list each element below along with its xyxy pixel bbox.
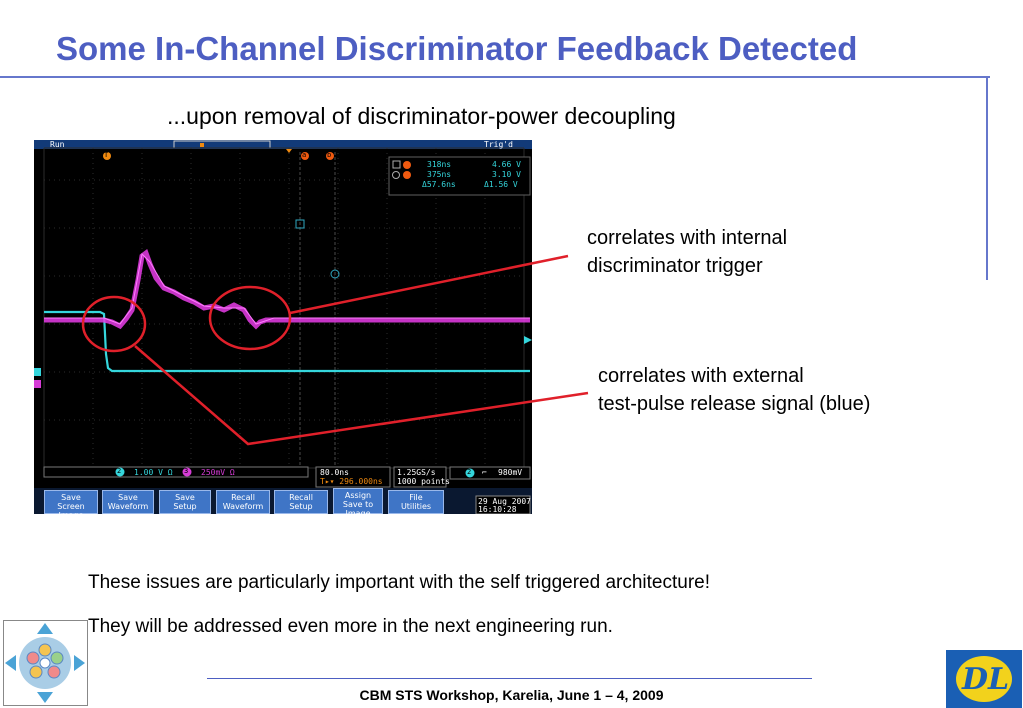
cursor-readout-box — [388, 156, 531, 196]
trigger-level-marker — [524, 336, 532, 344]
ch3-badge: 3 — [184, 467, 189, 475]
ch3-ground-marker — [34, 380, 41, 388]
footer-rule — [207, 678, 812, 679]
annotation-circle-left — [81, 295, 147, 353]
cursor-a-tag — [301, 152, 309, 160]
note-architecture: These issues are particularly important … — [88, 572, 710, 593]
date-box — [475, 495, 531, 514]
right-rule — [986, 76, 988, 280]
oscilloscope-screenshot: Run Trig'd T a b 318ns 4.66 V 375ns 3.10… — [34, 140, 532, 514]
status-bar — [34, 140, 532, 149]
cursor-b-time: 375ns — [427, 170, 452, 179]
record-length: 1000 points — [397, 477, 450, 486]
note-engineering-run: They will be addressed even more in the … — [88, 616, 613, 637]
channel-scale-bar — [43, 466, 309, 478]
footer-text: CBM STS Workshop, Karelia, June 1 – 4, 2… — [359, 687, 664, 703]
record-trigger-marker — [200, 143, 204, 147]
slide-title: Some In-Channel Discriminator Feedback D… — [56, 30, 858, 67]
run-status: Run — [50, 140, 65, 149]
scope-time: 16:10:28 — [478, 505, 517, 514]
sample-rate: 1.25GS/s — [397, 468, 436, 477]
navigation-arrows-icon[interactable] — [3, 620, 88, 706]
save-screen-image-button[interactable]: Save Screen Image — [44, 490, 98, 520]
scope-date: 29 Aug 2007 — [478, 497, 531, 506]
cursor-a-volt: 4.66 V — [492, 160, 521, 169]
connector-external — [134, 345, 589, 446]
connector-internal — [289, 254, 569, 315]
cursor-a-tag-label: a — [302, 151, 307, 159]
cursor-a-time: 318ns — [427, 160, 452, 169]
trigger-status: Trig'd — [484, 140, 513, 149]
ch2-badge: 2 — [117, 467, 122, 475]
timebase: 80.0ns — [320, 468, 349, 477]
timebase-box — [315, 466, 391, 488]
save-waveform-button[interactable]: Save Waveform — [102, 490, 154, 514]
trigger-position: T▸▾ 296.000ns — [320, 477, 383, 486]
recall-waveform-button[interactable]: Recall Waveform — [216, 490, 270, 514]
title-underline — [0, 76, 990, 78]
delta-time: Δ57.6ns — [422, 180, 456, 189]
annotation-internal: correlates with internal discriminator t… — [587, 227, 788, 277]
cursor-b-tag-label: b — [327, 151, 332, 159]
delta-volt: Δ1.56 V — [484, 180, 518, 189]
trigger-slope-icon: ⌐ — [482, 468, 487, 477]
ch2-waveform — [44, 310, 530, 373]
oscilloscope-display — [34, 140, 532, 514]
ch2-scale: 1.00 V Ω — [134, 468, 173, 477]
trigger-marker-icon — [103, 152, 111, 160]
ch2-ground-marker — [34, 368, 41, 376]
logo-letters: DL — [962, 662, 1010, 697]
dl-logo-icon: DL — [946, 650, 1022, 708]
trigger-marker-label: T — [104, 151, 109, 159]
slide-subtitle: ...upon removal of discriminator-power d… — [167, 103, 676, 129]
cursor-b-tag — [326, 152, 334, 160]
annotation-external: correlates with external test-pulse rele… — [598, 365, 871, 415]
trigger-channel: 2 — [467, 468, 472, 476]
acquisition-box — [393, 466, 447, 488]
save-setup-button[interactable]: Save Setup — [159, 490, 211, 514]
cursor-a-marker[interactable] — [295, 219, 305, 229]
assign-save-button[interactable]: Assign Save to Image — [333, 488, 383, 518]
trigger-position-marker — [286, 149, 292, 153]
cursor-b-marker[interactable] — [330, 269, 340, 279]
file-utilities-button[interactable]: File Utilities — [388, 490, 444, 514]
cursor-b-volt: 3.10 V — [492, 170, 521, 179]
recall-setup-button[interactable]: Recall Setup — [274, 490, 328, 514]
annotation-circle-right — [208, 285, 292, 351]
trigger-level: 980mV — [498, 468, 523, 477]
ch3-scale: 250mV Ω — [201, 468, 235, 477]
ch3-waveform-highlight — [44, 252, 530, 325]
